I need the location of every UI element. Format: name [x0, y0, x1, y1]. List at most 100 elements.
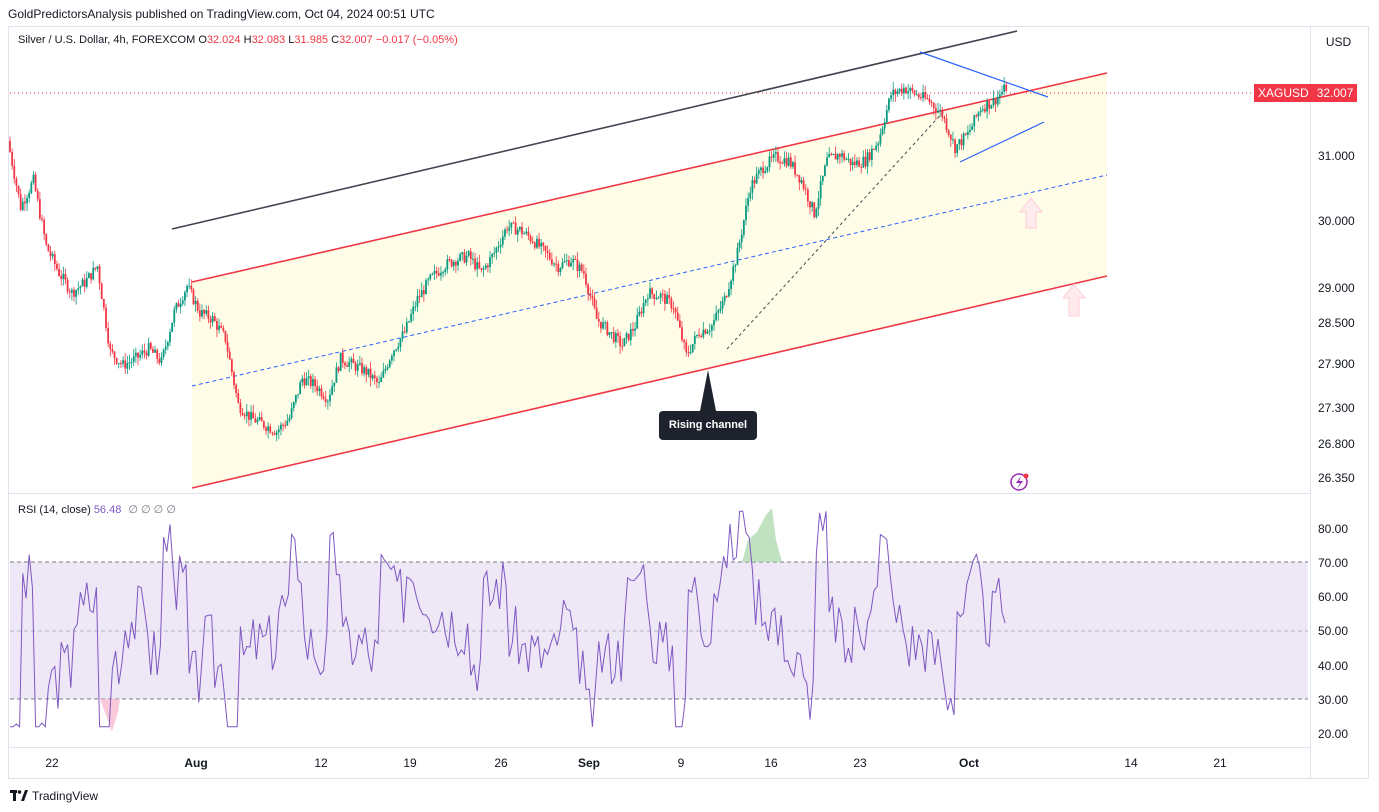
candle-body [320, 388, 323, 397]
rsi-tick: 30.00 [1318, 693, 1349, 707]
time-label: Sep [577, 756, 601, 770]
candle-body [115, 358, 118, 364]
candle-body [179, 303, 182, 307]
candle-body [126, 363, 129, 369]
candle-body [158, 358, 161, 363]
candle-body [582, 271, 585, 274]
candle-body [92, 267, 95, 280]
candle-body [149, 342, 152, 349]
symbol-legend[interactable]: Silver / U.S. Dollar, 4h, FOREXCOM O32.0… [18, 34, 458, 46]
candle-body [905, 87, 907, 94]
candle-body [841, 153, 843, 157]
candle-body [632, 328, 634, 331]
candle-body [975, 115, 978, 117]
candle-body [646, 298, 649, 300]
candle-body [30, 182, 33, 193]
candle-body [888, 98, 890, 110]
candle-body [452, 261, 455, 267]
candle-body [614, 333, 617, 342]
price-scale[interactable] [1310, 26, 1370, 779]
candle-body [572, 258, 575, 263]
candle-body [651, 288, 654, 295]
candle-body [262, 421, 265, 428]
candle-body [915, 94, 918, 96]
currency-button[interactable]: USD [1316, 30, 1361, 52]
pane-divider[interactable] [8, 493, 1310, 494]
candle-body [77, 288, 80, 290]
rsi-blank-values: ∅ ∅ ∅ ∅ [128, 504, 176, 516]
candle-body [612, 332, 615, 342]
candle-body [864, 156, 867, 167]
rsi-value: 56.48 [93, 504, 122, 516]
candle-body [574, 258, 577, 260]
candle-body [847, 158, 850, 160]
candle-body [365, 367, 368, 375]
candle-body [710, 325, 713, 331]
candle-body [198, 310, 201, 317]
candle-body [506, 229, 508, 231]
candle-body [111, 349, 114, 352]
candle-body [787, 157, 790, 166]
candle-body [117, 363, 120, 365]
candle-body [288, 418, 291, 421]
candle-body [218, 325, 220, 330]
candle-body [873, 148, 875, 150]
candle-body [996, 96, 999, 105]
candle-body [762, 167, 764, 173]
chart-frame[interactable] [8, 26, 1369, 779]
candle-body [751, 180, 754, 193]
candle-body [265, 427, 267, 431]
candle-body [800, 180, 803, 183]
candle-body [463, 252, 466, 263]
candle-body [966, 131, 969, 135]
candle-body [958, 139, 961, 145]
candle-body [811, 202, 814, 208]
candle-body [838, 154, 841, 157]
candle-body [90, 273, 92, 280]
candle-body [764, 171, 767, 173]
time-axis[interactable] [8, 747, 1310, 748]
rsi-legend[interactable]: RSI (14, close) 56.48 ∅ ∅ ∅ ∅ [18, 503, 176, 516]
candle-body [939, 109, 942, 111]
candle-body [587, 284, 590, 294]
candle-body [828, 153, 831, 158]
candle-body [689, 351, 692, 354]
candle-body [96, 266, 99, 270]
tradingview-brand[interactable]: TradingView [10, 789, 98, 803]
candle-body [518, 226, 521, 230]
channel-lower-line [191, 275, 1108, 489]
candle-body [945, 118, 948, 131]
candle-body [544, 245, 547, 251]
candle-body [593, 298, 596, 308]
candle-body [38, 199, 41, 219]
candle-body [254, 418, 257, 423]
candle-body [139, 354, 142, 358]
candle-body [634, 328, 636, 331]
rsi-tick: 20.00 [1318, 727, 1349, 741]
candle-body [331, 386, 334, 395]
candle-body [141, 350, 144, 355]
candle-body [305, 378, 308, 386]
candle-body [390, 355, 393, 361]
candle-body [557, 263, 560, 273]
candle-body [408, 321, 410, 323]
candle-body [299, 382, 302, 395]
candle-body [156, 349, 159, 359]
alert-icon[interactable] [1010, 473, 1029, 491]
candle-body [670, 298, 673, 309]
candle-body [949, 134, 952, 140]
candle-body [604, 322, 607, 324]
candle-body [348, 362, 351, 367]
candle-body [636, 315, 639, 329]
rising-channel-label[interactable]: Rising channel [659, 411, 757, 440]
candle-body [708, 330, 711, 332]
candle-body [834, 153, 837, 160]
candle-body [625, 333, 628, 338]
candle-body [444, 269, 447, 273]
candle-body [894, 89, 897, 95]
candle-body [252, 412, 255, 419]
candle-body [514, 222, 517, 235]
candle-body [661, 293, 664, 295]
candle-body [832, 153, 835, 155]
